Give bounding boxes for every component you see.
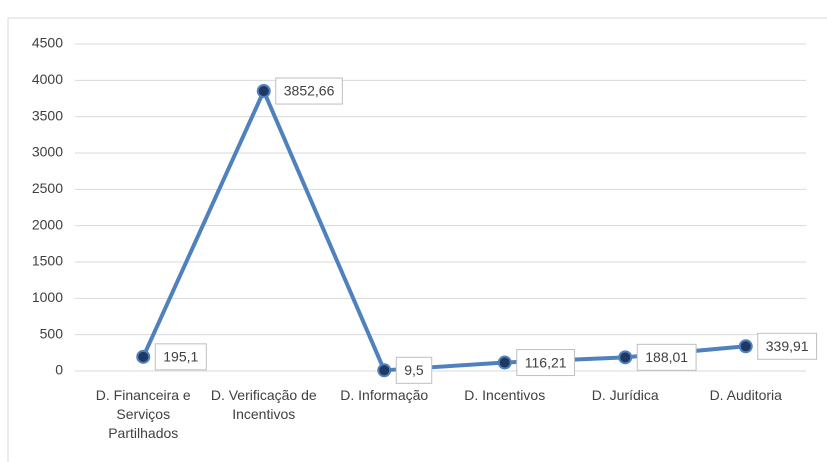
marker [618, 350, 633, 365]
data-label: 188,01 [645, 349, 688, 365]
y-tick-label: 500 [40, 325, 64, 341]
x-tick-label: D. Incentivos [464, 387, 546, 403]
data-label-box [395, 356, 433, 384]
data-label: 116,21 [525, 354, 567, 370]
data-label-box [636, 343, 697, 371]
data-label-box [757, 332, 818, 360]
y-tick-label: 1000 [32, 289, 63, 305]
marker [497, 355, 512, 370]
data-label: 339,91 [766, 338, 809, 354]
data-label-box [275, 77, 343, 105]
chart-frame [7, 17, 827, 462]
data-label-box [154, 343, 207, 371]
data-label-box [516, 349, 576, 377]
x-tick-label: D. Auditoria [709, 387, 782, 403]
y-tick-label: 2000 [32, 216, 63, 232]
data-label: 3852,66 [284, 83, 335, 99]
y-tick-label: 4000 [32, 71, 63, 87]
data-label: 9,5 [404, 362, 424, 378]
y-tick-label: 0 [55, 362, 63, 378]
y-tick-label: 2500 [32, 180, 63, 196]
y-tick-label: 4500 [32, 35, 63, 51]
y-tick-label: 3000 [32, 144, 63, 160]
x-tick-label: D. Verificação de Incentivos [210, 387, 317, 422]
x-tick-label: D. Financeira e Serviços Partilhados [95, 387, 191, 441]
marker [136, 349, 151, 364]
marker [738, 339, 753, 354]
x-tick-label: D. Informação [340, 387, 429, 403]
marker [377, 363, 392, 378]
marker [256, 84, 271, 99]
y-tick-label: 3500 [32, 107, 63, 123]
x-tick-label: D. Jurídica [591, 387, 659, 403]
y-tick-label: 1500 [32, 253, 63, 269]
data-label: 195,1 [163, 349, 198, 365]
line [141, 89, 746, 373]
